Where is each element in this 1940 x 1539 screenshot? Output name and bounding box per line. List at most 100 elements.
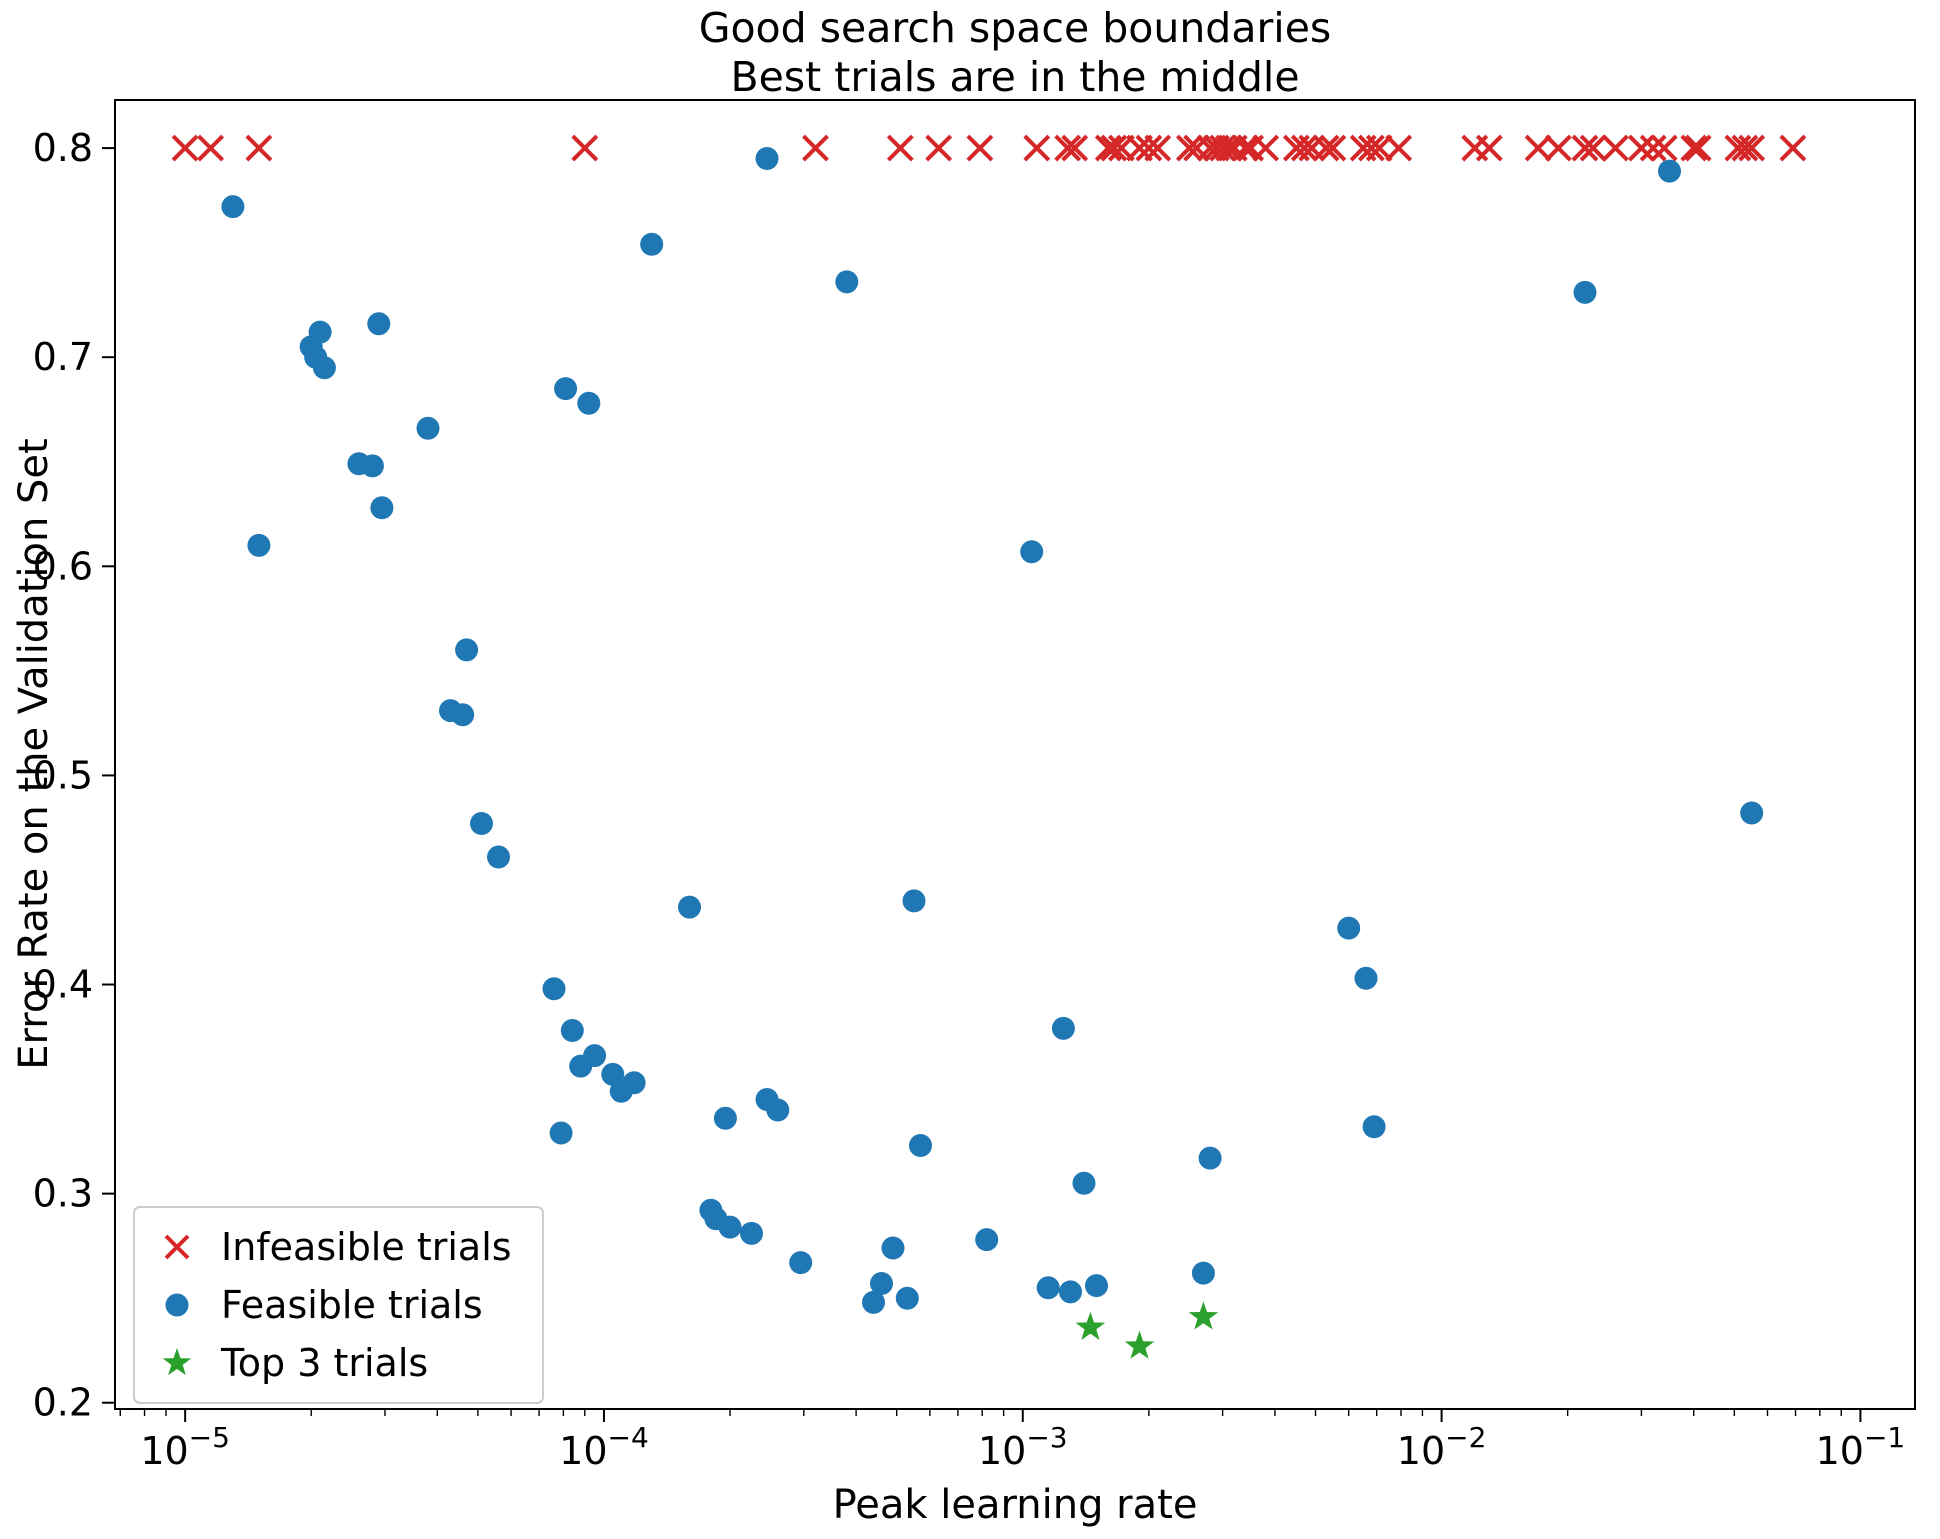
feasible-point [678, 895, 701, 919]
feasible-point [881, 1236, 905, 1260]
infeasible-point [1475, 134, 1503, 162]
feasible-point [583, 1044, 607, 1068]
infeasible-point [1601, 134, 1629, 162]
infeasible-point [1094, 134, 1122, 162]
feasible-point [1573, 280, 1597, 304]
y-tick-label: 0.4 [33, 963, 93, 1007]
infeasible-point [886, 134, 914, 162]
y-tick-label: 0.8 [33, 126, 93, 170]
circle-marker-glyph [165, 1293, 189, 1317]
infeasible-point [1312, 134, 1340, 162]
feasible-point [835, 270, 859, 294]
feasible-point [640, 232, 664, 256]
feasible-point [1085, 1274, 1108, 1298]
feasible-point [577, 391, 601, 415]
star-marker-glyph [162, 1348, 192, 1376]
feasible-point [360, 454, 384, 478]
feasible-point [221, 195, 245, 219]
feasible-point [1072, 1171, 1096, 1195]
infeasible-point [1023, 134, 1051, 162]
infeasible-point [1779, 134, 1807, 162]
feasible-point [862, 1290, 885, 1314]
plot-border [114, 99, 1916, 1410]
feasible-point [470, 812, 493, 835]
feasible-point [1337, 916, 1361, 940]
x-marker-glyph [164, 1234, 190, 1260]
y-tick-label: 0.2 [33, 1381, 93, 1425]
top-trial-point [1188, 1301, 1219, 1330]
feasible-point [902, 889, 926, 913]
x-marker-icon [164, 1234, 190, 1260]
feasible-point [755, 147, 779, 170]
legend-item-top3: Top 3 trials [149, 1334, 512, 1392]
feasible-point [312, 356, 336, 380]
star-marker-icon [162, 1348, 192, 1376]
chart-title: Good search space boundaries Best trials… [115, 4, 1915, 102]
infeasible-point [1209, 134, 1237, 162]
feasible-point [1740, 801, 1764, 825]
infeasible-point [1571, 134, 1599, 162]
feasible-point [1191, 1261, 1215, 1285]
infeasible-point [1680, 134, 1708, 162]
feasible-point [370, 496, 394, 520]
infeasible-point [1054, 134, 1082, 162]
top-trial-point [1075, 1311, 1106, 1340]
feasible-point [622, 1071, 646, 1095]
infeasible-point [1627, 134, 1655, 162]
chart-title-line1: Good search space boundaries [698, 4, 1332, 52]
feasible-point [542, 977, 566, 1001]
legend: Infeasible trials Feasible trials Top 3 … [133, 1206, 544, 1404]
feasible-point [766, 1098, 790, 1122]
feasible-point [1020, 540, 1044, 564]
y-tick-label: 0.6 [33, 544, 93, 588]
legend-label-feasible: Feasible trials [221, 1283, 483, 1327]
x-tick-label: 10−1 [1816, 1421, 1906, 1473]
feasible-point [740, 1221, 763, 1245]
feasible-point [870, 1272, 893, 1295]
y-tick-label: 0.3 [33, 1172, 93, 1216]
feasible-point [1036, 1276, 1060, 1300]
infeasible-point [1319, 134, 1347, 162]
feasible-point [549, 1121, 573, 1145]
feasible-point [554, 377, 578, 401]
infeasible-point [925, 134, 953, 162]
x-axis-label: Peak learning rate [832, 1482, 1198, 1528]
infeasible-point [171, 134, 199, 162]
infeasible-point [1231, 134, 1259, 162]
feasible-point [895, 1286, 919, 1310]
infeasible-point [1684, 134, 1712, 162]
feasible-point [1362, 1115, 1386, 1139]
feasible-point [416, 416, 440, 440]
legend-item-infeasible: Infeasible trials [149, 1218, 512, 1276]
top-trial-point [1124, 1330, 1155, 1359]
infeasible-point [571, 134, 599, 162]
infeasible-point [1144, 134, 1172, 162]
feasible-point [455, 638, 479, 662]
legend-item-feasible: Feasible trials [149, 1276, 512, 1334]
feasible-point [367, 312, 391, 336]
infeasible-point [966, 134, 994, 162]
x-tick-label: 10−5 [140, 1421, 230, 1473]
feasible-point [975, 1228, 999, 1252]
infeasible-point [1731, 134, 1759, 162]
y-axis-label: Error Rate on the Validation Set [11, 438, 57, 1070]
feasible-point [713, 1106, 737, 1130]
y-tick-label: 0.5 [33, 753, 93, 797]
feasible-point [308, 320, 332, 344]
circle-marker-icon [165, 1293, 189, 1317]
feasible-point [247, 533, 271, 557]
legend-label-top3: Top 3 trials [221, 1341, 429, 1385]
y-tick-label: 0.7 [33, 335, 93, 379]
x-tick-label: 10−3 [978, 1421, 1068, 1473]
x-tick-label: 10−2 [1397, 1421, 1487, 1473]
infeasible-point [245, 134, 273, 162]
chart-title-line2: Best trials are in the middle [730, 53, 1300, 101]
feasible-point [560, 1019, 584, 1042]
infeasible-point [1290, 134, 1318, 162]
feasible-point [909, 1134, 932, 1157]
infeasible-point [1357, 134, 1385, 162]
infeasible-point [1524, 134, 1552, 162]
infeasible-point [1738, 134, 1766, 162]
